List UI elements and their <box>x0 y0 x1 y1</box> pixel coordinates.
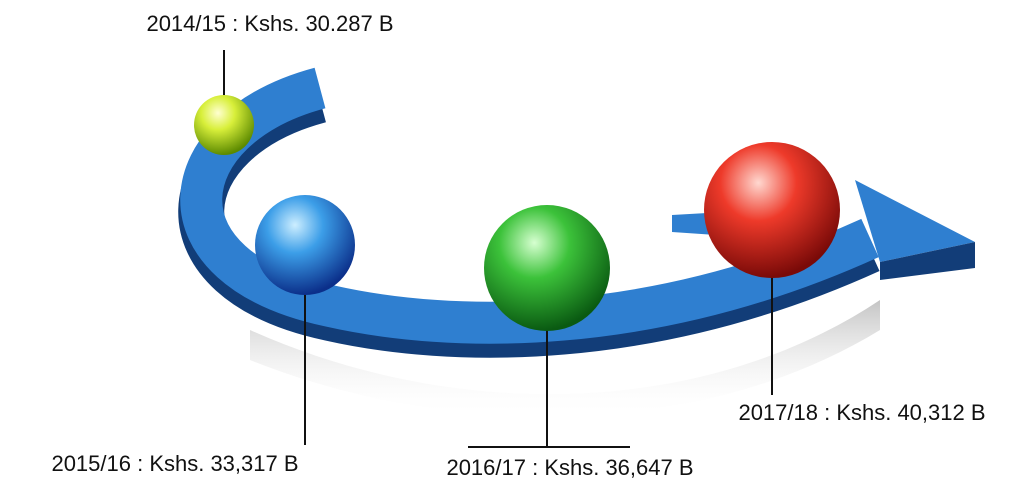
node-label: 2016/17 : Kshs. 36,647 B <box>446 455 693 480</box>
node-label: 2017/18 : Kshs. 40,312 B <box>738 400 985 425</box>
sphere <box>704 142 840 278</box>
sphere <box>194 95 254 155</box>
node-label: 2014/15 : Kshs. 30.287 B <box>146 11 393 36</box>
sphere <box>255 195 355 295</box>
infographic: 2014/15 : Kshs. 30.287 B 2015/16 : Kshs.… <box>0 0 1023 486</box>
node-label: 2015/16 : Kshs. 33,317 B <box>51 451 298 476</box>
sphere <box>484 205 610 331</box>
